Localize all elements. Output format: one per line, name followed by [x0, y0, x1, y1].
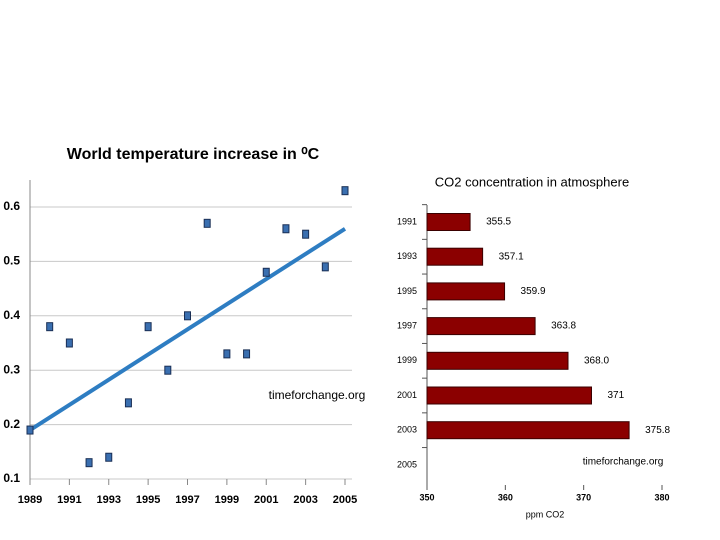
x-tick-label: 2005: [333, 494, 357, 506]
watermark: timeforchange.org: [583, 457, 664, 468]
y-tick-label: 0.2: [3, 417, 20, 431]
y-tick-label: 1991: [397, 216, 417, 226]
y-tick-label: 2003: [397, 425, 417, 435]
x-tick-label: 370: [576, 492, 591, 502]
point: [184, 311, 191, 321]
bar: [426, 421, 630, 440]
point: [341, 186, 349, 196]
y-tick-label: 0.1: [3, 471, 20, 485]
point: [282, 224, 290, 234]
point: [144, 322, 152, 332]
point: [203, 218, 211, 228]
point: [46, 322, 54, 332]
value-label: 359.9: [521, 286, 546, 297]
trend-line: [28, 227, 347, 432]
y-tick-label: 0.6: [3, 199, 20, 213]
point: [26, 425, 34, 435]
point: [262, 267, 270, 277]
x-tick-label: 1995: [136, 494, 160, 506]
y-tick-label: 1997: [397, 320, 417, 330]
value-label: 375.8: [645, 425, 670, 436]
x-tick-label: 2001: [254, 494, 278, 506]
x-tick-label: 1993: [97, 494, 121, 506]
point: [65, 338, 73, 348]
x-axis-label: ppm CO2: [526, 509, 565, 519]
x-tick-label: 1997: [175, 494, 199, 506]
chart-title: World temperature increase in ⁰C: [67, 146, 320, 163]
value-label: 357.1: [499, 251, 524, 262]
bar: [426, 351, 569, 370]
point: [302, 229, 310, 239]
value-label: 368.0: [584, 355, 609, 366]
bar: [426, 247, 484, 266]
value-label: 371: [608, 390, 625, 401]
y-tick-label: 1999: [397, 355, 417, 365]
point: [164, 365, 172, 375]
value-label: 363.8: [551, 321, 576, 332]
bar: [426, 213, 471, 231]
bar: [426, 282, 506, 301]
x-tick-label: 380: [654, 492, 669, 502]
x-tick-label: 360: [498, 492, 513, 502]
y-tick-label: 2005: [397, 459, 417, 469]
value-label: 355.5: [486, 217, 511, 228]
point: [105, 452, 113, 462]
point: [243, 349, 251, 359]
y-tick-label: 1995: [397, 286, 417, 296]
y-tick-label: 0.3: [3, 362, 20, 376]
y-tick-label: 1993: [397, 251, 417, 261]
point: [124, 398, 132, 408]
y-tick-label: 2001: [397, 390, 417, 400]
point: [85, 458, 93, 468]
x-tick-label: 1999: [215, 494, 239, 506]
watermark: timeforchange.org: [269, 388, 366, 402]
x-tick-label: 1991: [57, 494, 81, 506]
point: [223, 349, 231, 359]
chart-title: CO2 concentration in atmosphere: [435, 174, 629, 189]
point: [321, 262, 329, 272]
x-tick-label: 2003: [293, 494, 317, 506]
bar: [426, 386, 592, 405]
bar: [426, 317, 536, 336]
y-tick-label: 0.5: [3, 254, 20, 268]
x-tick-label: 1989: [18, 494, 42, 506]
y-tick-label: 0.4: [3, 308, 20, 322]
x-tick-label: 350: [419, 492, 434, 502]
